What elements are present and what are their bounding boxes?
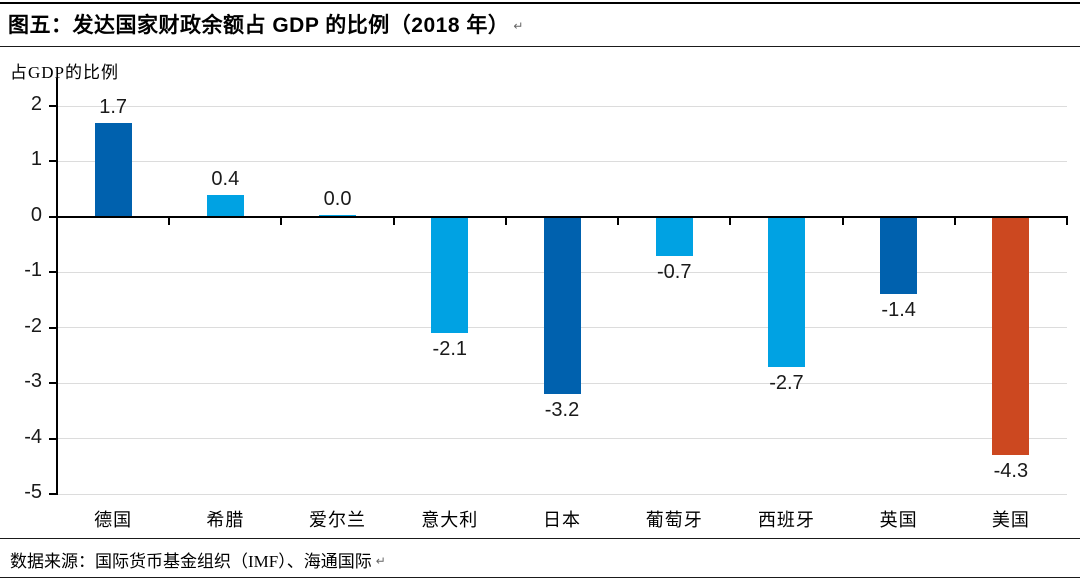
bar-美国 [992, 216, 1030, 456]
y-axis-tick [49, 382, 57, 385]
y-tick-label: 2 [30, 93, 42, 115]
gridline [57, 160, 1067, 162]
gridline [57, 438, 1067, 440]
y-axis-tick [49, 437, 57, 440]
y-tick-label: -2 [24, 314, 42, 337]
source-divider-rule [0, 538, 1080, 539]
bar-value-label: -2.7 [769, 371, 804, 394]
x-category-label: 日本 [543, 510, 581, 530]
gridline [57, 105, 1067, 107]
x-axis-tick [280, 215, 283, 225]
x-axis-tick [729, 215, 732, 225]
x-axis-tick [841, 215, 844, 225]
title-return-mark: ↵ [513, 19, 524, 33]
bar-value-label: 0.0 [323, 187, 352, 210]
x-category-label: 爱尔兰 [309, 510, 367, 530]
top-border-rule [0, 2, 1080, 4]
x-axis-zero-line [56, 215, 1068, 218]
data-source-text: 数据来源：国际货币基金组织（IMF）、海通国际 [10, 552, 372, 571]
source-return-mark: ↵ [375, 554, 386, 568]
x-category-label: 美国 [991, 510, 1030, 530]
gridline [57, 493, 1067, 495]
bottom-border-rule [0, 577, 1080, 578]
y-axis-tick [49, 105, 57, 107]
bar-葡萄牙 [655, 216, 693, 256]
y-tick-label: -5 [24, 481, 42, 503]
y-axis-tick [49, 215, 57, 218]
y-axis-tick [49, 326, 57, 329]
x-axis-tick [168, 215, 171, 225]
x-category-label: 英国 [879, 510, 918, 530]
bar-英国 [880, 216, 918, 295]
bar-意大利 [431, 216, 469, 334]
figure-title: 图五：发达国家财政余额占 GDP 的比例（2018 年） ↵ [8, 9, 1068, 39]
x-category-label: 西班牙 [757, 510, 815, 530]
bar-value-label: -0.7 [656, 260, 692, 283]
y-axis-title: 占GDP的比例 [10, 63, 120, 82]
y-tick-label: 0 [30, 203, 42, 226]
y-tick-label: -4 [24, 425, 42, 448]
x-category-label: 葡萄牙 [645, 510, 703, 530]
data-source-note: 数据来源：国际货币基金组织（IMF）、海通国际 ↵ [10, 547, 1070, 572]
x-axis-tick [504, 215, 507, 225]
y-tick-label: -1 [24, 259, 42, 282]
bar-value-label: 0.4 [211, 167, 240, 190]
bar-西班牙 [767, 216, 805, 367]
x-category-label: 意大利 [421, 510, 479, 530]
x-category-label: 希腊 [206, 510, 245, 530]
bar-value-label: -3.2 [544, 399, 580, 422]
bar-希腊 [206, 194, 244, 217]
y-tick-label: 1 [30, 148, 42, 171]
y-axis-tick [49, 160, 57, 163]
x-axis-tick [392, 215, 395, 225]
bar-value-label: -1.4 [881, 299, 916, 322]
bar-德国 [94, 122, 132, 217]
y-axis-tick [49, 493, 57, 495]
bar-value-label: -4.3 [993, 460, 1029, 483]
title-divider-rule [0, 46, 1080, 47]
x-axis-tick [617, 215, 620, 225]
x-axis-tick [1066, 215, 1068, 225]
y-tick-label: -3 [24, 370, 42, 393]
x-axis-tick [953, 215, 956, 225]
y-axis-line [56, 78, 58, 495]
y-axis-tick [49, 271, 57, 274]
bar-value-label: -2.1 [432, 338, 467, 361]
bar-日本 [543, 216, 581, 395]
bar-value-label: 1.7 [99, 95, 128, 118]
figure-title-text: 图五：发达国家财政余额占 GDP 的比例（2018 年） [8, 14, 510, 37]
x-category-label: 德国 [94, 510, 133, 530]
